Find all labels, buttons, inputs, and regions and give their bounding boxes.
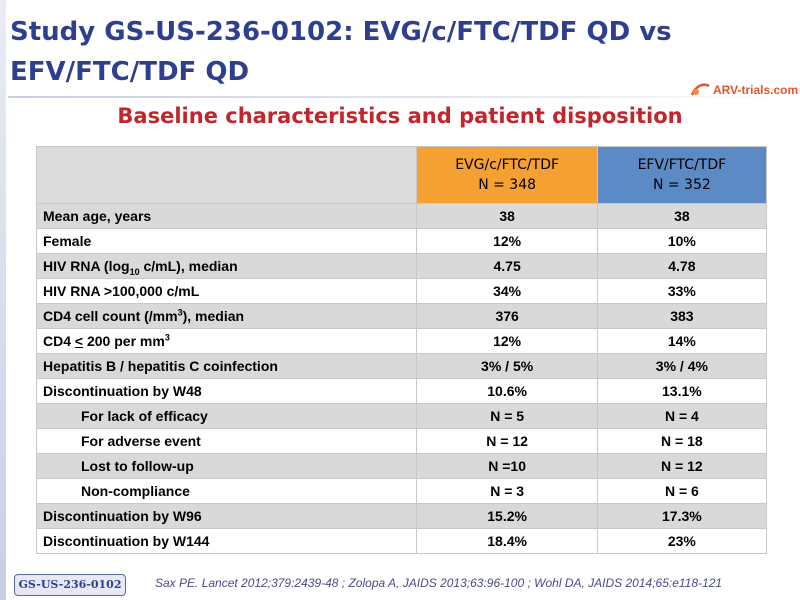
- row-evg-value: 12%: [416, 228, 598, 254]
- row-efv-value: 4.78: [596, 253, 768, 279]
- row-evg-value: 15.2%: [416, 503, 598, 529]
- slide-subtitle: Baseline characteristics and patient dis…: [117, 104, 683, 128]
- table-row: Hepatitis B / hepatitis C coinfection 3%…: [35, 353, 768, 379]
- row-label: HIV RNA (log10 c/mL), median: [35, 253, 418, 279]
- table-row: CD4 cell count (/mm3), median 376 383: [35, 303, 768, 329]
- row-evg-value: 376: [416, 303, 598, 329]
- slide-title-line2: EFV/FTC/TDF QD: [10, 57, 250, 87]
- left-decor-bar: [0, 0, 6, 600]
- row-evg-value: 3% / 5%: [416, 353, 598, 379]
- title-divider: [8, 96, 792, 98]
- row-evg-value: N = 3: [416, 478, 598, 504]
- row-evg-value: 10.6%: [416, 378, 598, 404]
- table-row: Discontinuation by W48 10.6% 13.1%: [35, 378, 768, 404]
- row-efv-value: 10%: [596, 228, 768, 254]
- row-label-part: c/mL), median: [139, 258, 238, 274]
- table-row: Lost to follow-up N =10 N = 12: [35, 453, 768, 479]
- row-efv-value: N = 6: [596, 478, 768, 504]
- arv-trials-logo: ARV-trials.com: [690, 80, 798, 100]
- header-evg-name: EVG/c/FTC/TDF: [455, 157, 560, 173]
- table-row: Non-compliance N = 3 N = 6: [35, 478, 768, 504]
- slide-title-line1: Study GS-US-236-0102: EVG/c/FTC/TDF QD v…: [10, 17, 672, 47]
- table-row: HIV RNA (log10 c/mL), median 4.75 4.78: [35, 253, 768, 279]
- table-row: Female 12% 10%: [35, 228, 768, 254]
- row-label-subscript: 10: [129, 266, 140, 277]
- row-efv-value: 23%: [596, 528, 768, 554]
- row-efv-value: 13.1%: [596, 378, 768, 404]
- table-row: CD4 < 200 per mm3 12% 14%: [35, 328, 768, 354]
- row-label: Female: [35, 228, 418, 254]
- row-label-underlined: <: [74, 333, 84, 349]
- row-evg-value: 4.75: [416, 253, 598, 279]
- table-row: For adverse event N = 12 N = 18: [35, 428, 768, 454]
- row-efv-value: N = 4: [596, 403, 768, 429]
- header-efv-name: EFV/FTC/TDF: [637, 157, 727, 173]
- row-label: CD4 < 200 per mm3: [35, 328, 418, 354]
- row-evg-value: 34%: [416, 278, 598, 304]
- row-evg-value: N =10: [416, 453, 598, 479]
- row-efv-value: 17.3%: [596, 503, 768, 529]
- table-row: HIV RNA >100,000 c/mL 34% 33%: [35, 278, 768, 304]
- row-efv-value: 383: [596, 303, 768, 329]
- header-efv-n: N = 352: [652, 177, 711, 193]
- row-label: Discontinuation by W48: [35, 378, 418, 404]
- header-efv: EFV/FTC/TDF N = 352: [596, 146, 768, 204]
- row-label: Hepatitis B / hepatitis C coinfection: [35, 353, 418, 379]
- row-label-part: CD4: [43, 333, 75, 349]
- row-label-superscript: 3: [177, 307, 183, 318]
- table-header-row: EVG/c/FTC/TDF N = 348 EFV/FTC/TDF N = 35…: [35, 146, 768, 204]
- row-efv-value: N = 12: [596, 453, 768, 479]
- study-id-tag: GS-US-236-0102: [14, 574, 126, 596]
- row-efv-value: N = 18: [596, 428, 768, 454]
- row-label-part: HIV RNA (log: [43, 258, 130, 274]
- row-label: HIV RNA >100,000 c/mL: [35, 278, 418, 304]
- row-label-part: 200 per mm: [83, 333, 165, 349]
- row-efv-value: 33%: [596, 278, 768, 304]
- logo-text: ARV-trials.com: [713, 83, 799, 97]
- row-label: Non-compliance: [35, 478, 418, 504]
- row-efv-value: 38: [596, 203, 768, 229]
- row-efv-value: 3% / 4%: [596, 353, 768, 379]
- row-label: Mean age, years: [35, 203, 418, 229]
- row-evg-value: 12%: [416, 328, 598, 354]
- row-evg-value: 18.4%: [416, 528, 598, 554]
- table-row: For lack of efficacy N = 5 N = 4: [35, 403, 768, 429]
- row-evg-value: N = 5: [416, 403, 598, 429]
- header-evg: EVG/c/FTC/TDF N = 348: [416, 146, 598, 204]
- row-evg-value: 38: [416, 203, 598, 229]
- row-label: Lost to follow-up: [35, 453, 418, 479]
- row-label: Discontinuation by W96: [35, 503, 418, 529]
- row-efv-value: 14%: [596, 328, 768, 354]
- baseline-table: EVG/c/FTC/TDF N = 348 EFV/FTC/TDF N = 35…: [35, 146, 768, 554]
- row-label-superscript: 3: [164, 332, 170, 343]
- row-label: For lack of efficacy: [35, 403, 418, 429]
- table-row: Discontinuation by W96 15.2% 17.3%: [35, 503, 768, 529]
- row-label: CD4 cell count (/mm3), median: [35, 303, 418, 329]
- header-blank-cell: [35, 146, 418, 204]
- row-label-part: CD4 cell count (/mm: [43, 308, 178, 324]
- row-label-part: ), median: [182, 308, 245, 324]
- row-label: Discontinuation by W144: [35, 528, 418, 554]
- slide-title: Study GS-US-236-0102: EVG/c/FTC/TDF QD v…: [10, 12, 710, 92]
- table-row: Mean age, years 38 38: [35, 203, 768, 229]
- row-evg-value: N = 12: [416, 428, 598, 454]
- reference-citation: Sax PE. Lancet 2012;379:2439-48 ; Zolopa…: [155, 576, 723, 590]
- header-evg-n: N = 348: [478, 177, 537, 193]
- table-row: Discontinuation by W144 18.4% 23%: [35, 528, 768, 554]
- logo-swoosh-icon: [690, 83, 710, 96]
- row-label: For adverse event: [35, 428, 418, 454]
